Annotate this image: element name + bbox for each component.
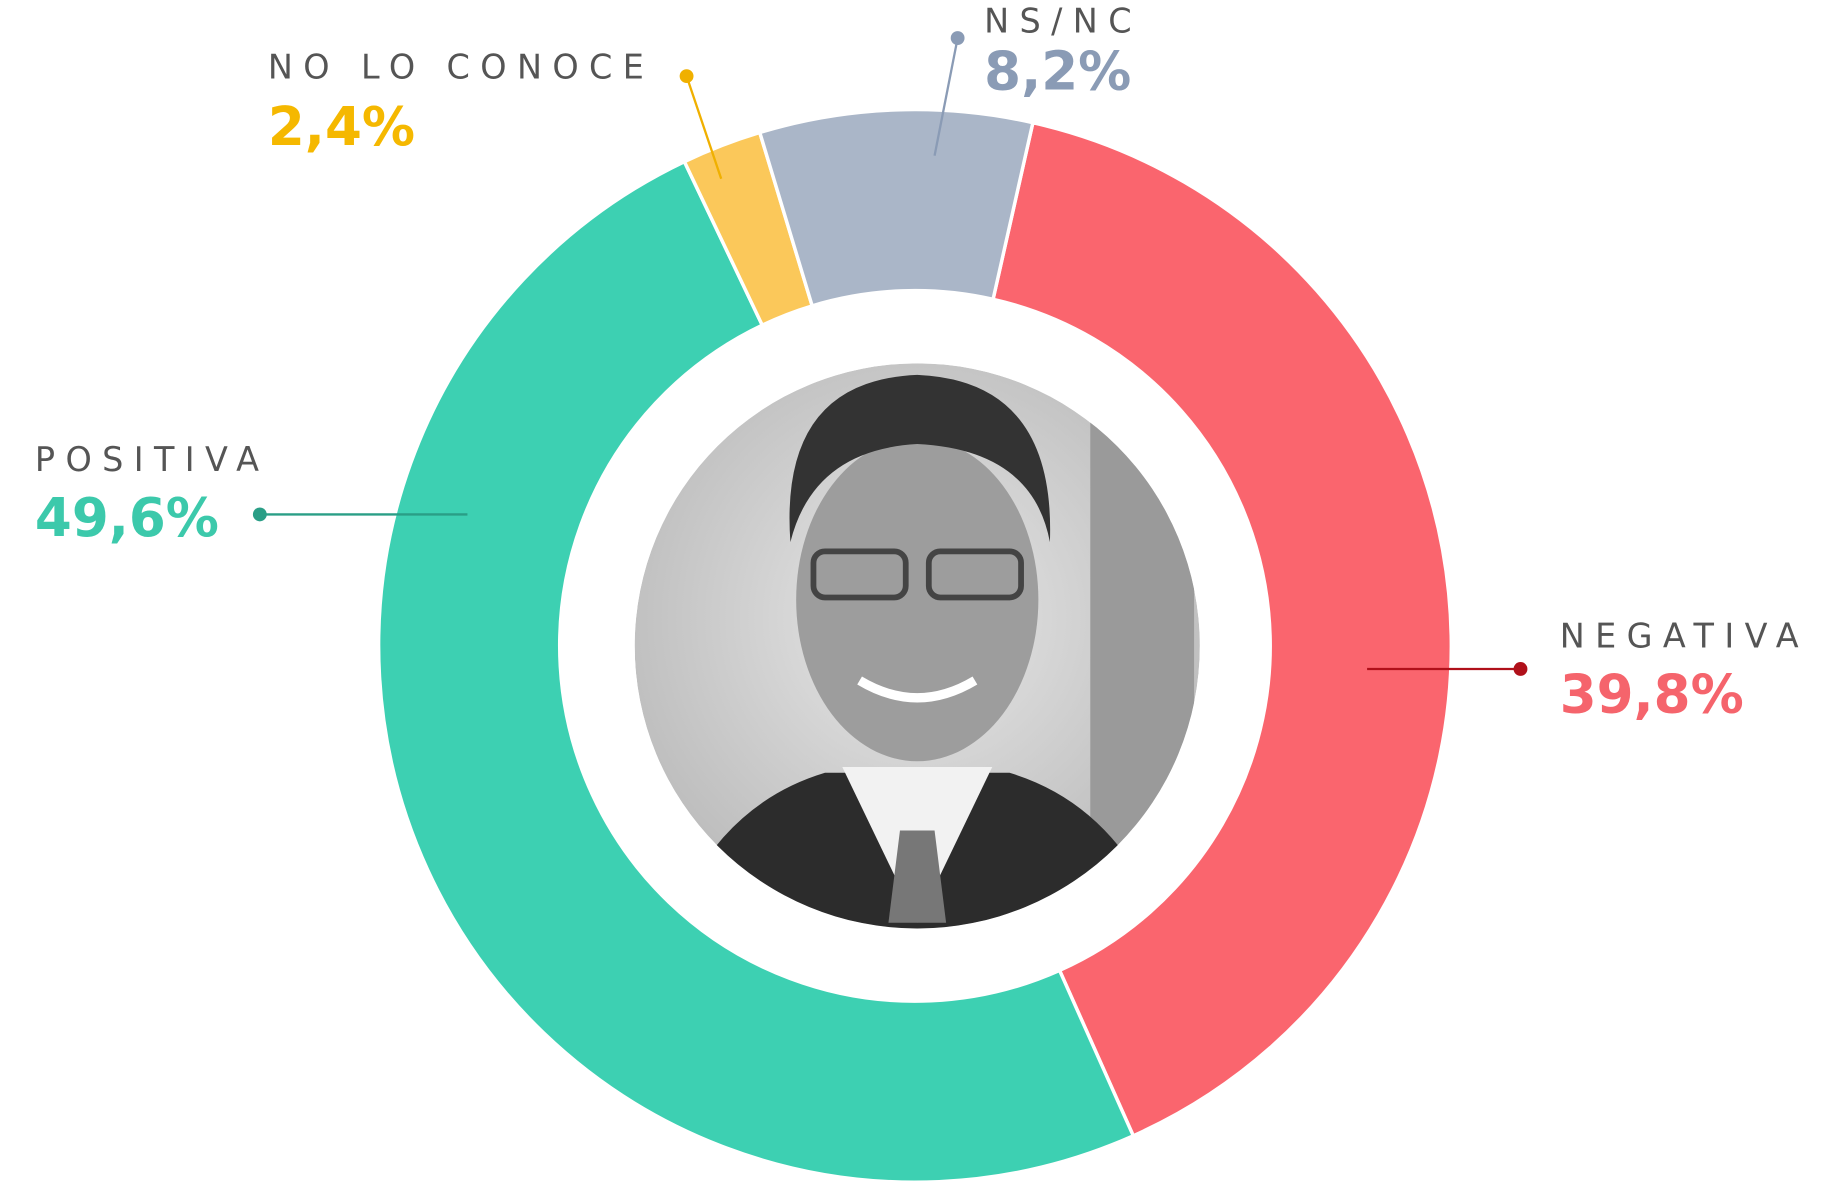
donut-segment bbox=[757, 107, 1035, 309]
donut bbox=[376, 107, 1454, 1184]
category-label: NO LO CONOCE bbox=[268, 48, 654, 87]
value-label: 39,8% bbox=[1560, 663, 1744, 725]
category-label: NEGATIVA bbox=[1560, 616, 1809, 655]
donut-segment bbox=[990, 120, 1454, 1139]
donut-segment bbox=[376, 159, 1136, 1184]
leader-line bbox=[933, 37, 959, 156]
value-label: 49,6% bbox=[35, 487, 219, 549]
value-label: 2,4% bbox=[268, 96, 415, 158]
labels: NEGATIVA 39,8% POSITIVA 49,6% NO LO CONOCE 2,… bbox=[35, 2, 1809, 726]
leader-dot bbox=[1513, 662, 1528, 676]
category-label: POSITIVA bbox=[35, 440, 270, 479]
leader-dot bbox=[950, 31, 965, 45]
leader-line bbox=[685, 75, 723, 180]
leader-dot bbox=[679, 69, 694, 84]
value-label: 8,2% bbox=[984, 41, 1131, 103]
category-label: NS/NC bbox=[984, 2, 1142, 41]
leader-dot bbox=[252, 507, 267, 522]
portrait bbox=[634, 363, 1200, 929]
